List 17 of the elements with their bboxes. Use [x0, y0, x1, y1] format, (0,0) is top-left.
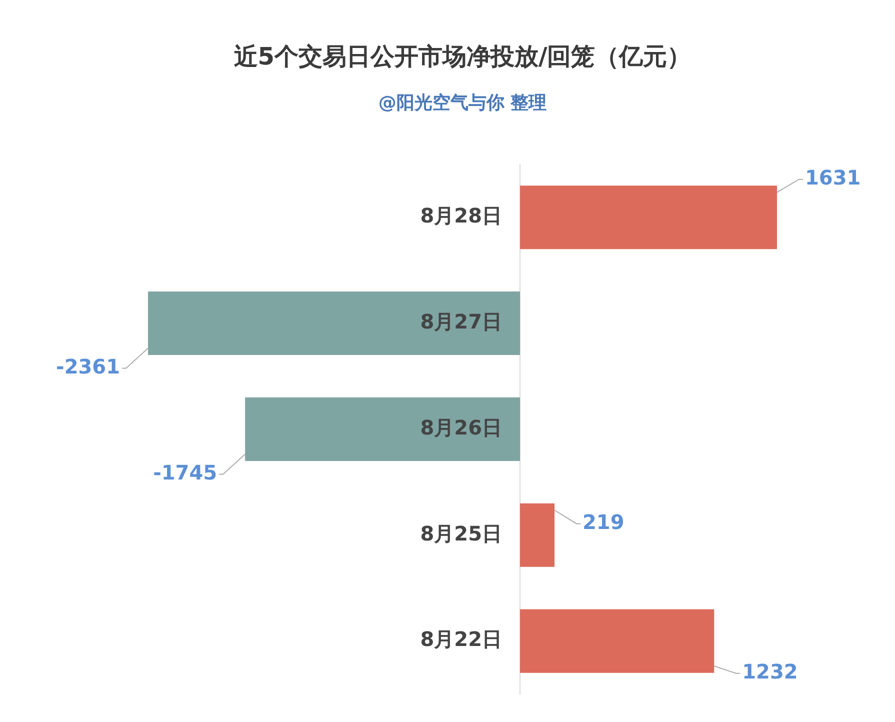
data-label: 219	[582, 510, 624, 534]
bar	[148, 292, 520, 356]
y-tick-label: 8月25日	[420, 521, 502, 546]
data-label: 1631	[805, 166, 861, 190]
y-tick-label: 8月22日	[420, 627, 502, 652]
data-label: -1745	[153, 460, 218, 484]
bar	[245, 397, 520, 461]
bar	[520, 186, 777, 250]
y-tick-label: 8月27日	[420, 309, 502, 334]
y-tick-label: 8月26日	[420, 415, 502, 440]
y-tick-label: 8月28日	[420, 204, 502, 228]
bar	[520, 503, 555, 567]
bar	[520, 609, 714, 673]
chart-title: 近5个交易日公开市场净投放/回笼（亿元）	[234, 42, 692, 71]
chart-subtitle: @阳光空气与你 整理	[378, 92, 547, 114]
data-label: -2361	[56, 354, 120, 378]
data-label: 1232	[742, 660, 798, 684]
